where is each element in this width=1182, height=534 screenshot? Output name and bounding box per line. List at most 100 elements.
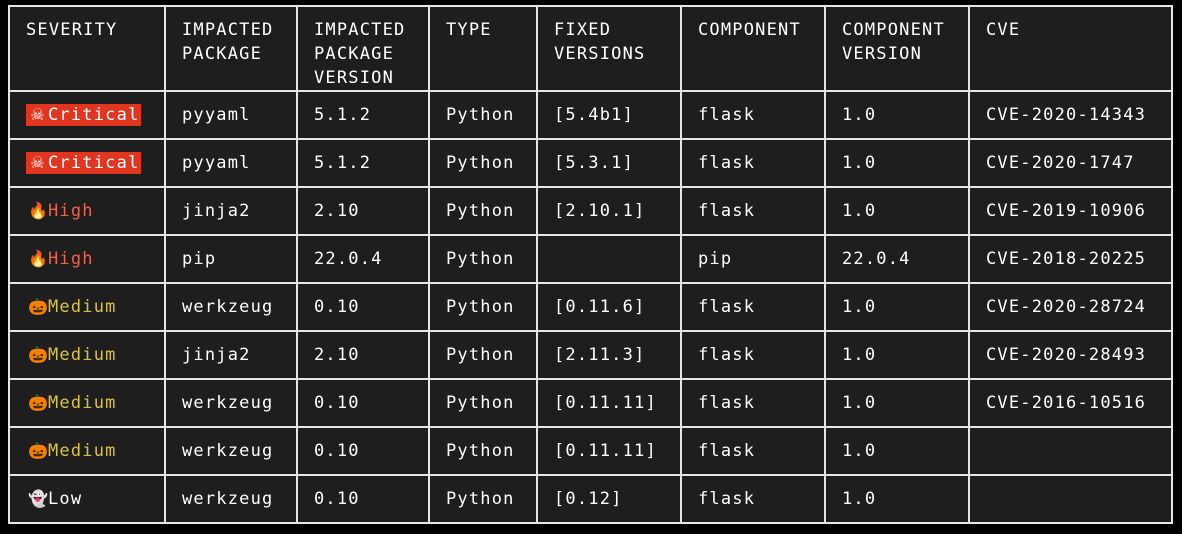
severity-badge: 🎃Medium [26,392,119,414]
severity-badge: 🎃Medium [26,296,119,318]
severity-badge: 🎃Medium [26,440,119,462]
impacted-package-version-cell: 2.10 [296,186,430,236]
component-version-cell: 1.0 [824,474,970,524]
fixed-versions-cell: [2.11.3] [536,330,682,380]
component-cell: flask [680,378,826,428]
column-header-type: TYPE [428,5,538,92]
type-cell: Python [428,234,538,284]
column-header-fixed-versions: FIXED VERSIONS [536,5,682,92]
cve-cell: CVE-2020-28493 [968,330,1173,380]
column-header-line: PACKAGE [314,44,395,64]
impacted-package-cell: werkzeug [164,282,298,332]
table-header: SEVERITY IMPACTED PACKAGE IMPACTED PACKAGE VE… [8,5,1173,92]
cve-cell: CVE-2019-10906 [968,186,1173,236]
component-cell: flask [680,282,826,332]
type-cell: Python [428,378,538,428]
severity-label: Medium [48,441,117,461]
severity-label: Low [48,489,83,509]
impacted-package-cell: werkzeug [164,378,298,428]
component-version-cell: 1.0 [824,90,970,140]
severity-cell: ☠ Critical [8,90,166,140]
table-row: 🔥High jinja2 2.10 Python [2.10.1] flask 1.0 CVE… [8,186,1173,236]
impacted-package-version-cell: 5.1.2 [296,90,430,140]
fixed-versions-cell: [5.3.1] [536,138,682,188]
component-version-cell: 1.0 [824,330,970,380]
severity-label: Medium [48,393,117,413]
cve-cell: CVE-2020-14343 [968,90,1173,140]
column-header-cve: CVE [968,5,1173,92]
column-header-line: COMPONENT [698,20,801,40]
column-header-component: COMPONENT [680,5,826,92]
impacted-package-version-cell: 2.10 [296,330,430,380]
pumpkin-icon: 🎃 [28,441,50,460]
fixed-versions-cell: [2.10.1] [536,186,682,236]
pumpkin-icon: 🎃 [28,345,50,364]
component-version-cell: 1.0 [824,138,970,188]
component-cell: flask [680,186,826,236]
cve-cell: CVE-2018-20225 [968,234,1173,284]
severity-label: High [48,201,94,221]
table-row: ☠ Critical pyyaml 5.1.2 Python [5.3.1] flask 1.… [8,138,1173,188]
severity-cell: 🎃Medium [8,426,166,476]
severity-label: Medium [48,297,117,317]
component-version-cell: 22.0.4 [824,234,970,284]
severity-badge: 🔥High [26,248,96,270]
column-header-line: VERSION [314,68,395,88]
column-header-line: PACKAGE [182,44,263,64]
impacted-package-cell: jinja2 [164,330,298,380]
impacted-package-version-cell: 0.10 [296,474,430,524]
type-cell: Python [428,138,538,188]
severity-cell: 🎃Medium [8,282,166,332]
impacted-package-cell: jinja2 [164,186,298,236]
fixed-versions-cell: [5.4b1] [536,90,682,140]
component-cell: flask [680,90,826,140]
severity-label: Medium [48,345,117,365]
component-version-cell: 1.0 [824,426,970,476]
table-body: ☠ Critical pyyaml 5.1.2 Python [5.4b1] flask 1.… [8,90,1173,524]
component-cell: flask [680,330,826,380]
severity-label: High [48,249,94,269]
table-row: 🎃Medium werkzeug 0.10 Python [0.11.11] flask 1… [8,378,1173,428]
impacted-package-version-cell: 22.0.4 [296,234,430,284]
column-header-impacted-package-version: IMPACTED PACKAGE VERSION [296,5,430,92]
column-header-line: FIXED [554,20,612,40]
column-header-line: SEVERITY [26,20,118,40]
cve-cell [968,426,1173,476]
type-cell: Python [428,282,538,332]
type-cell: Python [428,426,538,476]
component-cell: flask [680,474,826,524]
severity-badge: ☠ Critical [26,152,142,174]
cve-cell: CVE-2020-28724 [968,282,1173,332]
impacted-package-cell: werkzeug [164,474,298,524]
table-row: 👻Low werkzeug 0.10 Python [0.12] flask 1.0 [8,474,1173,524]
column-header-line: CVE [986,20,1021,40]
column-header-impacted-package: IMPACTED PACKAGE [164,5,298,92]
severity-cell: ☠ Critical [8,138,166,188]
skull-icon: ☠ [30,153,46,172]
pumpkin-icon: 🎃 [28,297,50,316]
type-cell: Python [428,330,538,380]
component-cell: flask [680,138,826,188]
component-version-cell: 1.0 [824,282,970,332]
severity-badge: ☠ Critical [26,104,142,126]
table-row: 🔥High pip 22.0.4 Python pip 22.0.4 CVE-2018-20… [8,234,1173,284]
component-version-cell: 1.0 [824,186,970,236]
fire-icon: 🔥 [28,249,50,268]
cve-cell: CVE-2020-1747 [968,138,1173,188]
column-header-line: TYPE [446,20,492,40]
column-header-line: VERSION [842,44,923,64]
cve-cell: CVE-2016-10516 [968,378,1173,428]
column-header-severity: SEVERITY [8,5,166,92]
ghost-icon: 👻 [28,489,50,508]
severity-cell: 🎃Medium [8,378,166,428]
column-header-line: VERSIONS [554,44,646,64]
table-row: 🎃Medium werkzeug 0.10 Python [0.11.11] flask 1… [8,426,1173,476]
fixed-versions-cell: [0.12] [536,474,682,524]
severity-cell: 🎃Medium [8,330,166,380]
impacted-package-cell: pyyaml [164,138,298,188]
impacted-package-version-cell: 5.1.2 [296,138,430,188]
impacted-package-version-cell: 0.10 [296,282,430,332]
component-version-cell: 1.0 [824,378,970,428]
severity-label: Critical [48,105,140,125]
type-cell: Python [428,90,538,140]
